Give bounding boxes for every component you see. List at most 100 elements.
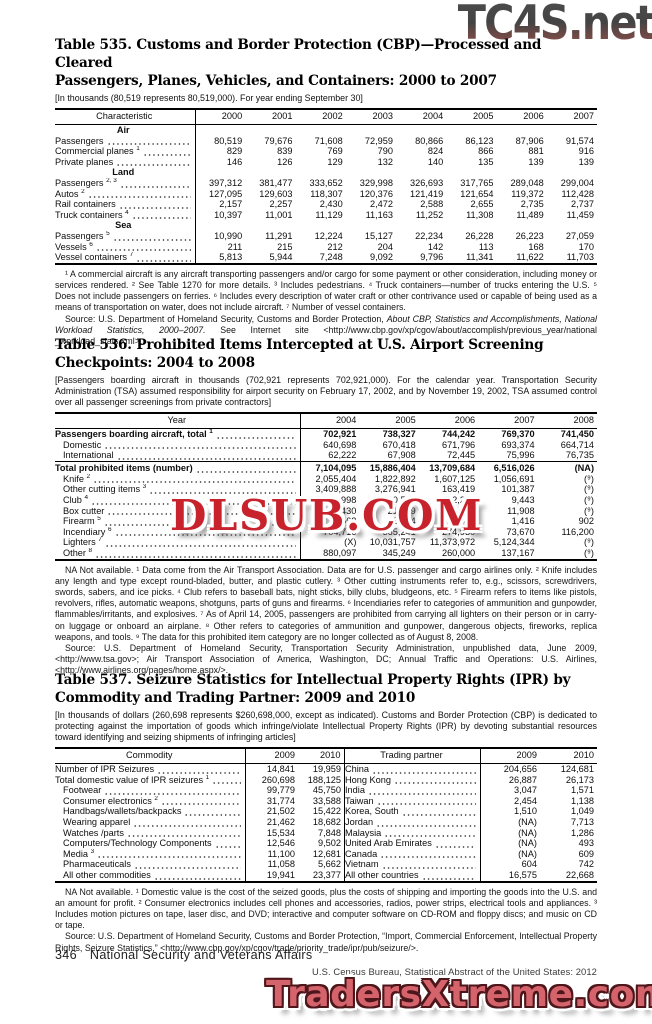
row-label: Canada [345, 848, 378, 859]
table-row: Watches /parts 15,534 7,848 Malaysia (NA) 1,2… [55, 827, 597, 839]
row-label: Passengers 5 [55, 230, 110, 241]
footnote-marker: 1 [205, 774, 210, 781]
row-label-cell: International [55, 450, 300, 461]
table-row: Vessel containers 7 5,813 5,944 7,248 9,092 9… [55, 252, 597, 264]
table-537-footnotes: NA Not available. ¹ Domestic value is th… [55, 887, 597, 954]
row-label-cell: Vessels 6 [55, 242, 195, 253]
leader-dots [136, 252, 191, 262]
table-537-title: Table 537. Seizure Statistics for Intell… [55, 671, 597, 707]
value-cell: 12,681 [312, 848, 341, 859]
value-cell: 139 [578, 156, 594, 167]
row-label: Total prohibited items (number) [55, 463, 193, 474]
row-label-cell: Domestic [55, 440, 300, 451]
leader-dots [133, 817, 241, 827]
leader-dots [107, 506, 296, 516]
leader-dots [104, 785, 241, 795]
row-label-cell: Commercial planes 1 [55, 146, 195, 157]
table-row: Consumer electronics 2 31,774 33,588 Taiwan… [55, 795, 597, 807]
value-cell: 23,377 [312, 869, 341, 880]
value-cell: 15,534 [244, 827, 298, 839]
value-cell: 1,286 [571, 827, 594, 838]
value-cell: 493 [578, 838, 594, 849]
row-label-cell: Total domestic value of IPR seizures 1 [55, 775, 245, 786]
value-cell: 15,886,404 [359, 460, 419, 474]
value-cell: 31,774 [244, 795, 298, 807]
value-cell: 397,312 [194, 177, 246, 189]
leader-dots [95, 548, 296, 558]
leader-dots [93, 474, 296, 484]
watermark-tc4s: TC4S.net [458, 0, 652, 51]
table-row: Number of IPR Seizures 14,841 19,959 China 2… [55, 763, 597, 775]
value-cell: 10,031,757 [369, 537, 416, 548]
group-header: Air [116, 125, 130, 135]
footnote-marker: 7 [129, 252, 134, 259]
row-label-cell: Number of IPR Seizures [55, 764, 245, 775]
table-row: Total prohibited items (number) 7,104,095… [55, 460, 597, 474]
table-row: Autos 2 127,095 129,603 118,307 120,376 121,4… [55, 188, 597, 200]
row-label: Passengers [55, 135, 104, 146]
row-label-cell: Korea, South [344, 806, 480, 817]
leader-dots [91, 495, 296, 505]
leader-dots [133, 859, 241, 869]
row-label-cell: Watches /parts [55, 828, 245, 839]
value-cell: 1,056,691 [493, 473, 535, 484]
table-535-title-line1: Table 535. Customs and Border Protection… [55, 37, 542, 71]
value-cell: 170 [578, 241, 594, 252]
row-label-cell: Truck containers 4 [55, 210, 195, 221]
row-label: Club 4 [63, 495, 89, 506]
table-row: Box cutter 22,430 21,319 15,999 11,908 (⁹) [55, 505, 597, 517]
row-label: Pharmaceuticals [63, 859, 131, 870]
value-cell: 9,443 [511, 495, 535, 506]
row-label: Private planes [55, 156, 114, 167]
column-header: 2006 [418, 413, 479, 429]
census-credit: U.S. Census Bureau, Statistical Abstract… [312, 966, 597, 977]
value-cell: 881 [528, 146, 544, 157]
table-row: Passengers 80,519 79,676 71,608 72,959 80,866… [55, 135, 597, 147]
value-cell: 7,104,095 [299, 460, 360, 474]
commodity-header: Commodity [55, 748, 245, 764]
row-label: Knife 2 [63, 473, 91, 484]
value-cell: 67,908 [387, 450, 416, 461]
value-cell: 15,422 [312, 806, 341, 817]
leader-dots [384, 828, 476, 838]
row-label: All other countries [345, 869, 419, 880]
value-cell: 741,450 [560, 429, 594, 439]
value-cell: 1,822,892 [374, 473, 416, 484]
value-cell: 2,157 [194, 199, 246, 210]
value-cell: 738,327 [382, 429, 416, 439]
footnote-marker: 4 [125, 209, 129, 216]
value-cell: 790 [377, 146, 393, 157]
row-label-cell: Other 8 [55, 548, 300, 559]
row-label-cell: Consumer electronics 2 [55, 796, 245, 807]
value-cell: 11,058 [244, 859, 298, 870]
value-cell: 604 [479, 859, 540, 870]
value-cell: 21,462 [244, 816, 298, 828]
watermark-tradersxtreme: TradersXtreme.com [266, 974, 652, 1015]
table-535: Characteristic 2000 2001 2002 2003 2004 2005 20… [55, 108, 597, 265]
value-cell: (NA) [479, 848, 540, 860]
table-row: Other 8 880,097 345,249 260,000 137,167 (⁹) [55, 548, 597, 560]
value-cell: 7,848 [318, 827, 341, 838]
value-cell: 11,459 [566, 209, 594, 220]
column-header: 2007 [478, 413, 538, 429]
table-536-footnote: NA Not available. ¹ Data come from the A… [55, 564, 597, 642]
leader-dots [214, 838, 241, 848]
table-row: Incendiary 6 704,716 365,241 274,930 73,670 1… [55, 526, 597, 538]
leader-dots [434, 838, 476, 848]
leader-dots [401, 806, 476, 816]
leader-dots [116, 157, 191, 167]
row-label: Wearing apparel [63, 816, 131, 827]
table-535-section: Table 535. Customs and Border Protection… [55, 36, 597, 347]
value-cell: 15,127 [364, 230, 393, 241]
value-cell: 2,454 [479, 795, 540, 807]
row-label: International [63, 450, 114, 461]
empty-cell [194, 167, 597, 178]
value-cell: 135 [478, 156, 494, 167]
value-cell: 19,941 [244, 869, 298, 882]
leader-dots [103, 516, 296, 526]
value-cell: 866 [478, 146, 494, 157]
value-cell: 91,574 [565, 135, 594, 146]
value-cell: 1,571 [571, 785, 594, 796]
value-cell: 101,387 [501, 484, 535, 495]
table-row: All other commodities 19,941 23,377 All oth… [55, 869, 597, 882]
